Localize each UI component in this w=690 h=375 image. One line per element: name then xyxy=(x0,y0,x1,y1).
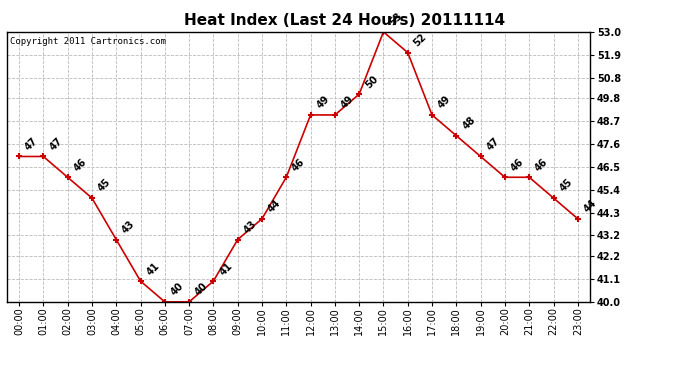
Text: 46: 46 xyxy=(290,156,307,173)
Text: 53: 53 xyxy=(388,11,404,28)
Text: 46: 46 xyxy=(533,156,550,173)
Text: 49: 49 xyxy=(436,94,453,111)
Text: 52: 52 xyxy=(412,32,428,48)
Text: Copyright 2011 Cartronics.com: Copyright 2011 Cartronics.com xyxy=(10,37,166,46)
Text: 48: 48 xyxy=(460,115,477,132)
Text: 46: 46 xyxy=(72,156,88,173)
Text: 49: 49 xyxy=(315,94,331,111)
Text: 47: 47 xyxy=(23,136,40,152)
Text: 47: 47 xyxy=(48,136,64,152)
Text: 44: 44 xyxy=(582,198,599,214)
Text: 45: 45 xyxy=(96,177,112,194)
Text: 46: 46 xyxy=(509,156,526,173)
Text: 41: 41 xyxy=(145,260,161,277)
Text: 40: 40 xyxy=(169,281,186,298)
Text: 49: 49 xyxy=(339,94,355,111)
Text: 47: 47 xyxy=(485,136,502,152)
Text: 40: 40 xyxy=(193,281,210,298)
Text: 50: 50 xyxy=(364,74,380,90)
Text: 43: 43 xyxy=(242,219,259,236)
Text: Heat Index (Last 24 Hours) 20111114: Heat Index (Last 24 Hours) 20111114 xyxy=(184,13,506,28)
Text: 44: 44 xyxy=(266,198,283,214)
Text: 43: 43 xyxy=(120,219,137,236)
Text: 45: 45 xyxy=(558,177,574,194)
Text: 41: 41 xyxy=(217,260,234,277)
